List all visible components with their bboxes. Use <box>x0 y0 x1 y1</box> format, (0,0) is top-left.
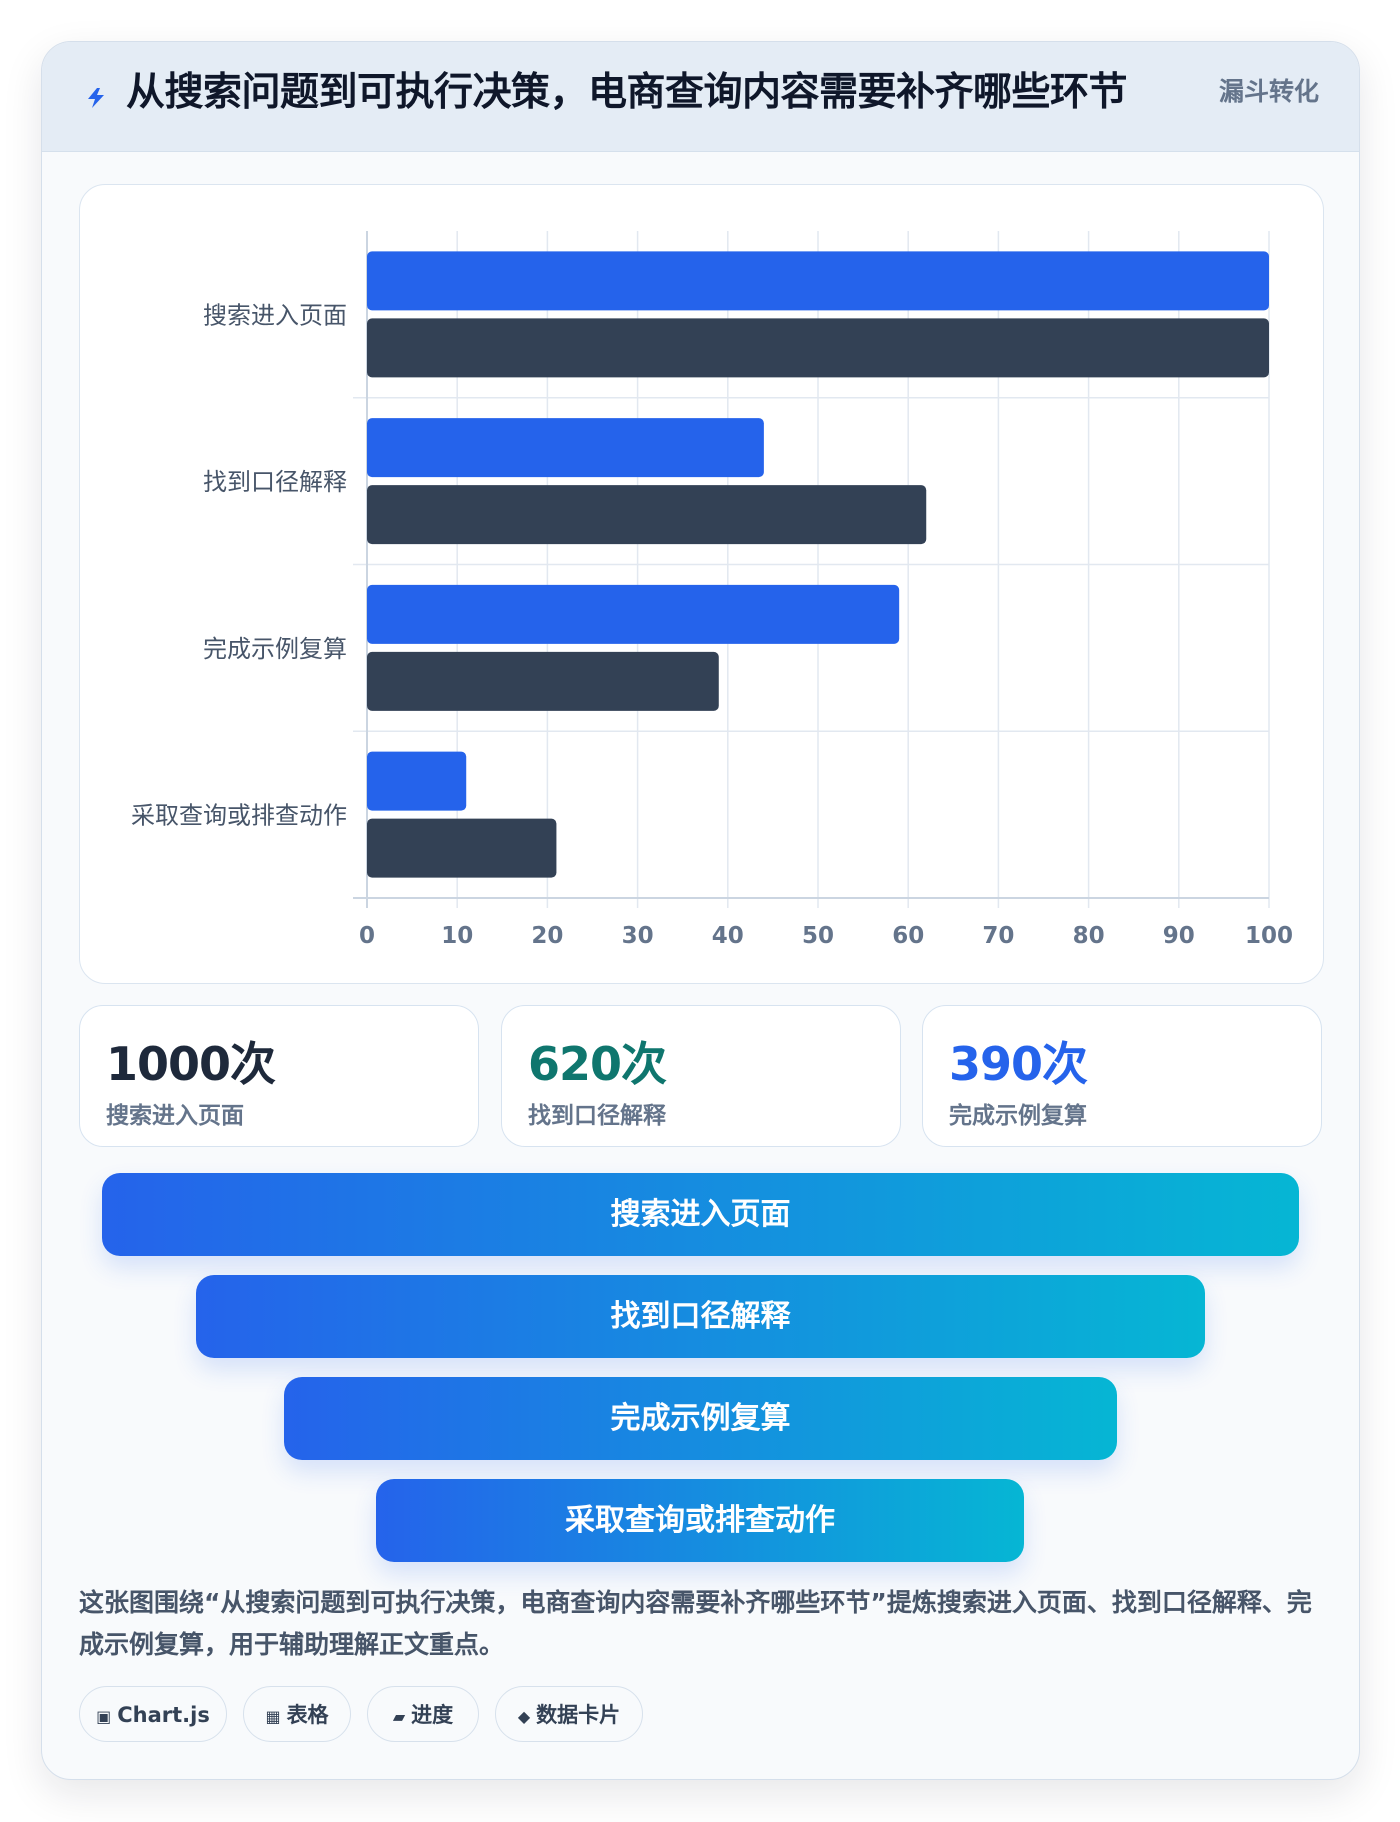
stat-card-explanation: 620次 找到口径解释 <box>501 1005 901 1147</box>
page-title: 从搜索问题到可执行决策，电商查询内容需要补齐哪些环节 <box>126 70 1128 115</box>
tag-progress[interactable]: ▰ 进度 <box>367 1686 479 1742</box>
x-tick-label: 10 <box>441 923 473 949</box>
x-tick-label: 0 <box>359 923 375 949</box>
y-tick-label: 采取查询或排查动作 <box>131 802 347 830</box>
tag-data-card[interactable]: ◆ 数据卡片 <box>495 1686 643 1742</box>
bar-series-1 <box>367 584 900 644</box>
tag-label: 数据卡片 <box>536 1703 621 1727</box>
tag-label: 进度 <box>411 1703 454 1727</box>
y-tick-label: 搜索进入页面 <box>203 301 347 329</box>
stat-value: 390次 <box>949 1037 1088 1091</box>
x-tick-label: 70 <box>982 923 1014 949</box>
table-icon: ▦ <box>265 1707 281 1726</box>
lightning-icon <box>88 88 104 108</box>
tag-label: Chart.js <box>117 1703 210 1727</box>
y-tick-label: 找到口径解释 <box>203 468 347 496</box>
stat-value: 620次 <box>528 1037 667 1091</box>
bar-series-2 <box>367 818 557 878</box>
stat-card-search: 1000次 搜索进入页面 <box>79 1005 479 1147</box>
x-tick-label: 40 <box>712 923 744 949</box>
funnel-step-action: 采取查询或排查动作 <box>376 1479 1024 1562</box>
x-tick-label: 30 <box>622 923 654 949</box>
tag-chartjs[interactable]: ▣ Chart.js <box>79 1686 227 1742</box>
infographic-card: 从搜索问题到可执行决策，电商查询内容需要补齐哪些环节 漏斗转化 搜索进入页面 找到… <box>41 41 1360 1780</box>
x-tick-label: 90 <box>1163 923 1195 949</box>
summary-text: 这张图围绕“从搜索问题到可执行决策，电商查询内容需要补齐哪些环节”提炼搜索进入页… <box>79 1588 1312 1659</box>
tag-label: 表格 <box>286 1703 329 1727</box>
bar-series-1 <box>367 251 1269 311</box>
stat-label: 找到口径解释 <box>528 1103 666 1129</box>
chart-icon: ▣ <box>96 1707 112 1726</box>
x-tick-label: 50 <box>802 923 834 949</box>
stat-value: 1000次 <box>106 1037 276 1091</box>
y-tick-label: 完成示例复算 <box>203 635 347 663</box>
bar-series-1 <box>367 751 467 811</box>
stat-label: 搜索进入页面 <box>106 1103 244 1129</box>
x-tick-label: 20 <box>531 923 563 949</box>
x-tick-label: 80 <box>1073 923 1105 949</box>
chart-type-badge: 漏斗转化 <box>1218 77 1319 106</box>
bar-series-1 <box>367 418 764 478</box>
stat-label: 完成示例复算 <box>949 1103 1087 1129</box>
x-tick-label: 100 <box>1245 923 1293 949</box>
funnel-step-recalc: 完成示例复算 <box>284 1377 1117 1460</box>
progress-icon: ▰ <box>392 1707 406 1726</box>
card-header: 从搜索问题到可执行决策，电商查询内容需要补齐哪些环节 漏斗转化 <box>42 42 1359 152</box>
funnel-step-search: 搜索进入页面 <box>102 1173 1299 1256</box>
tag-table[interactable]: ▦ 表格 <box>243 1686 351 1742</box>
funnel-step-explanation: 找到口径解释 <box>196 1275 1205 1358</box>
stat-card-recalc: 390次 完成示例复算 <box>922 1005 1322 1147</box>
bar-series-2 <box>367 651 719 711</box>
x-tick-label: 60 <box>892 923 924 949</box>
bar-series-2 <box>367 318 1269 378</box>
data-card-icon: ◆ <box>517 1707 531 1726</box>
bar-chart-panel: 搜索进入页面 找到口径解释 完成示例复算采取查询或排查动作 0 10 20 30 40 50 60… <box>79 184 1324 984</box>
bar-series-2 <box>367 485 927 545</box>
